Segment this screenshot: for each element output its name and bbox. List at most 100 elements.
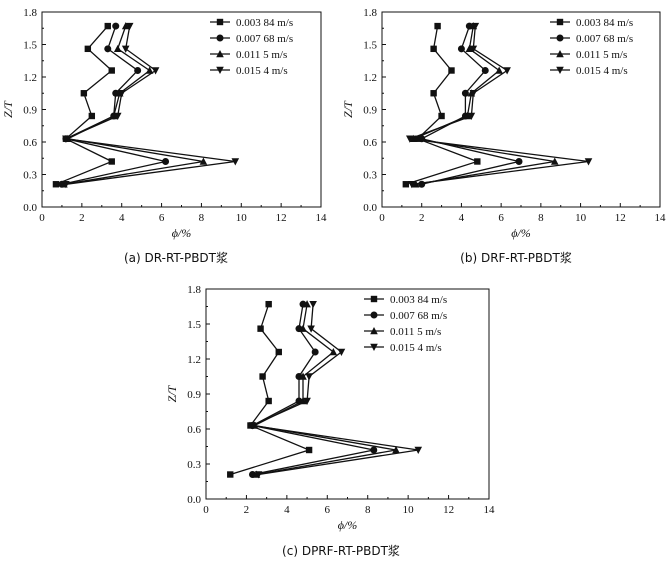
- data-point: [125, 22, 134, 31]
- data-point: [254, 471, 263, 479]
- data-point: [495, 66, 503, 74]
- series-line: [405, 25, 480, 185]
- legend-label: 0.015 4 m/s: [236, 65, 288, 77]
- legend-label: 0.003 84 m/s: [390, 294, 447, 306]
- x-tick-label: 10: [575, 212, 587, 224]
- data-point: [259, 373, 266, 380]
- series-line: [409, 26, 589, 185]
- series-3: [62, 22, 240, 189]
- data-point: [231, 158, 240, 166]
- data-point: [481, 67, 489, 74]
- data-point: [62, 135, 70, 143]
- chart-panel-2: 0 2 4 6 8 10 12 14 0.0 0.3 0.6 0.9 1.2 1.5 1.8 ϕ/% Z/T 0.…: [165, 284, 495, 558]
- x-tick-label: 4: [284, 504, 290, 516]
- data-point: [469, 45, 478, 53]
- x-tick-label: 12: [615, 212, 626, 224]
- y-tick-label: 0.9: [363, 105, 377, 117]
- y-tick-label: 0.0: [363, 202, 377, 214]
- data-point: [299, 372, 307, 380]
- data-point: [257, 325, 264, 332]
- data-point: [303, 397, 311, 405]
- y-tick-label: 1.2: [363, 72, 377, 84]
- y-tick-label: 0.3: [363, 170, 377, 182]
- series-2: [250, 300, 400, 478]
- y-tick-label: 1.2: [23, 72, 37, 84]
- y-tick-label: 0.3: [187, 459, 201, 471]
- x-tick-label: 14: [484, 504, 496, 516]
- data-point: [151, 67, 160, 75]
- legend-marker: [216, 66, 224, 74]
- data-point: [104, 22, 111, 30]
- x-tick-label: 0: [203, 504, 209, 516]
- data-point: [414, 446, 423, 454]
- data-point: [117, 90, 126, 98]
- x-tick-label: 12: [443, 504, 454, 516]
- data-point: [305, 373, 313, 381]
- data-point: [402, 181, 410, 188]
- legend-label: 0.007 68 m/s: [390, 310, 447, 322]
- x-tick-label: 8: [538, 212, 544, 224]
- legend: 0.003 84 m/s 0.007 68 m/s 0.011 5 m/s 0.015…: [210, 17, 293, 77]
- data-point: [434, 22, 441, 30]
- data-point: [299, 324, 307, 332]
- chart-panel-0: 0 2 4 6 8 10 12 14 0.0 0.3 0.6 0.9 1.2 1.5 1.8 ϕ/% Z/T 0.…: [1, 7, 327, 265]
- legend-marker: [370, 311, 378, 319]
- data-point: [309, 300, 317, 309]
- data-point: [199, 157, 208, 165]
- panel-caption: (c) DPRF-RT-PBDT浆: [282, 543, 400, 558]
- data-point: [104, 45, 112, 53]
- legend-label: 0.007 68 m/s: [576, 33, 633, 45]
- data-point: [121, 22, 130, 30]
- data-point: [469, 90, 478, 98]
- x-tick-label: 10: [236, 212, 248, 224]
- series-0: [402, 22, 481, 188]
- y-axis-label: Z/T: [1, 100, 15, 118]
- series-line: [250, 304, 419, 476]
- series-line: [63, 25, 236, 185]
- y-tick-label: 0.6: [23, 137, 37, 149]
- data-point: [265, 300, 272, 308]
- data-point: [80, 90, 88, 97]
- data-point: [108, 158, 115, 165]
- x-tick-label: 8: [199, 212, 205, 224]
- legend-label: 0.015 4 m/s: [390, 342, 442, 354]
- series-line: [411, 25, 555, 185]
- data-point: [461, 89, 469, 97]
- data-point: [430, 45, 437, 53]
- legend-label: 0.003 84 m/s: [236, 17, 293, 29]
- data-point: [438, 112, 445, 120]
- y-tick-label: 0.0: [187, 494, 201, 506]
- data-point: [113, 112, 122, 120]
- legend-label: 0.011 5 m/s: [576, 49, 627, 61]
- x-tick-label: 0: [379, 212, 385, 224]
- y-tick-label: 1.5: [23, 40, 37, 52]
- data-point: [406, 135, 414, 143]
- data-point: [584, 158, 593, 166]
- data-point: [465, 44, 474, 53]
- y-tick-label: 0.9: [23, 105, 37, 117]
- data-point: [162, 158, 170, 165]
- x-tick-label: 14: [316, 212, 328, 224]
- data-point: [113, 44, 122, 53]
- data-point: [227, 471, 234, 478]
- y-tick-label: 0.0: [23, 202, 37, 214]
- x-tick-label: 2: [79, 212, 85, 224]
- panel-caption: (a) DR-RT-PBDT浆: [124, 250, 228, 265]
- x-tick-label: 6: [159, 212, 165, 224]
- y-tick-label: 1.8: [23, 7, 37, 19]
- y-axis-label: Z/T: [341, 100, 355, 118]
- x-tick-label: 6: [498, 212, 504, 224]
- data-point: [457, 45, 465, 53]
- data-point: [112, 22, 120, 30]
- y-tick-label: 1.2: [187, 354, 201, 366]
- legend: 0.003 84 m/s 0.007 68 m/s 0.011 5 m/s 0.015…: [364, 294, 447, 354]
- data-point: [303, 300, 311, 308]
- series-3: [406, 22, 593, 189]
- x-axis-label: ϕ/%: [338, 518, 358, 532]
- series-line: [61, 25, 166, 185]
- y-tick-label: 0.6: [187, 424, 201, 436]
- data-point: [414, 135, 421, 142]
- legend-marker: [370, 327, 378, 335]
- data-point: [329, 348, 338, 356]
- legend-marker: [556, 34, 564, 42]
